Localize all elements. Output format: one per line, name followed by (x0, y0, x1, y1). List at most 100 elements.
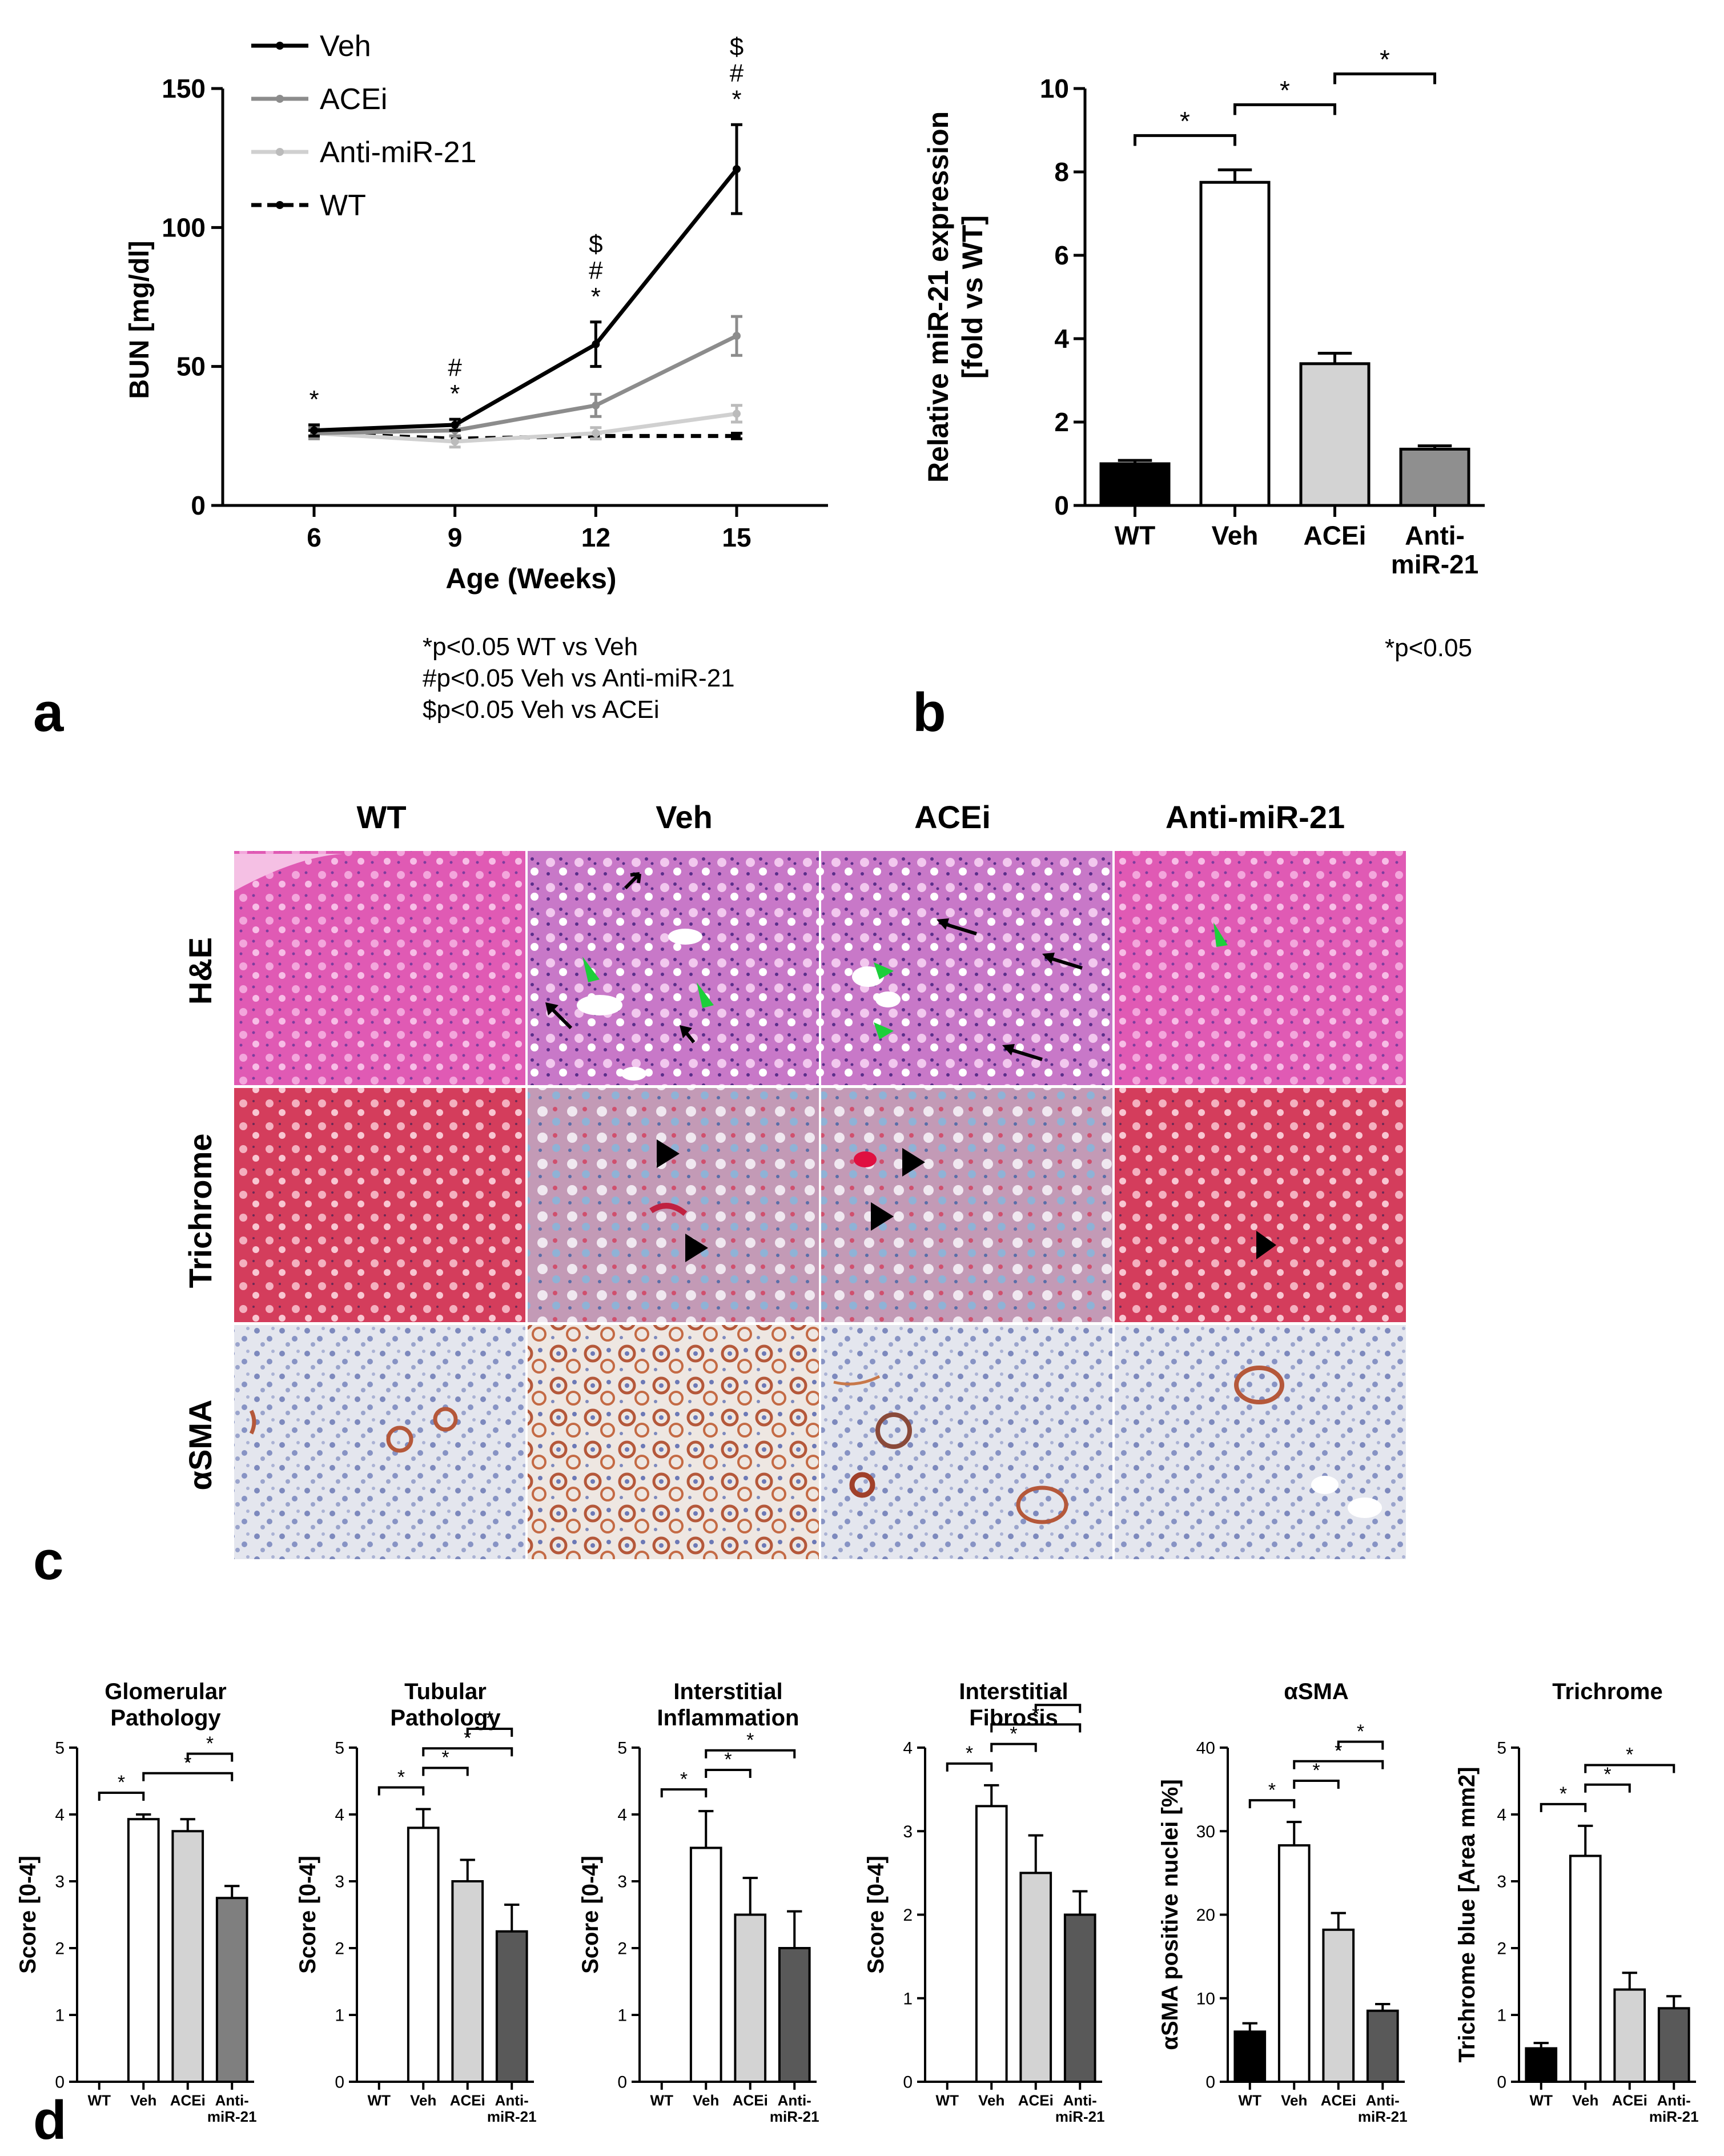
bar-acei (734, 1913, 767, 2083)
significance-star: * (397, 1766, 405, 1788)
histology-row-asma: αSMA (182, 1400, 218, 1491)
footnote-veh-vs-acei: $p<0.05 Veh vs ACEi (423, 696, 660, 724)
y-tick-label: 0 (1054, 491, 1069, 520)
bun-x-tick-label: 15 (722, 523, 751, 552)
category-label: Veh (693, 2091, 719, 2109)
significance-bracket (422, 1747, 513, 1757)
bar-wt (1525, 2047, 1558, 2083)
significance-star: * (1280, 75, 1290, 105)
panel-label-b: b (913, 682, 946, 743)
significance-bracket (660, 1788, 708, 1798)
legend-entry: ACEi (320, 83, 387, 116)
y-axis-label: Score [0-4] (295, 1856, 320, 1974)
legend-marker (276, 42, 284, 50)
significance-star: * (1604, 1764, 1611, 1785)
significance-star: * (464, 1727, 471, 1749)
micrograph-he-veh (528, 851, 819, 1085)
bar-acei (1299, 362, 1371, 507)
category-label: ACEi (170, 2091, 206, 2109)
category-label: miR-21 (770, 2108, 819, 2125)
micrograph-trichrome-wt (234, 1088, 525, 1322)
significance-star: * (680, 1768, 688, 1790)
y-axis-label: Score [0-4] (15, 1856, 41, 1974)
histology-column-veh: Veh (656, 799, 713, 835)
category-label: Anti- (1405, 520, 1465, 550)
significance-star: * (1312, 1760, 1320, 1781)
significance-star: * (966, 1743, 973, 1764)
histology-column-anti-mir-21: Anti-miR-21 (1166, 799, 1345, 835)
category-label: miR-21 (1055, 2108, 1105, 2125)
y-tick-label: 1 (903, 1989, 913, 2008)
y-tick-label: 2 (335, 1940, 344, 1958)
bun-significance-mark: * (591, 283, 601, 311)
significance-bracket (1034, 1704, 1082, 1713)
panel-a-footnotes: *p<0.05 WT vs Veh #p<0.05 Veh vs Anti-mi… (423, 631, 735, 725)
micrograph-asma-veh (528, 1325, 819, 1559)
micrograph-asma-wt (234, 1325, 525, 1559)
panel-label-c: c (33, 1530, 63, 1591)
bar-acei (451, 1880, 484, 2083)
bar-veh (127, 1818, 160, 2083)
significance-star: * (1268, 1779, 1276, 1801)
bun-point (310, 426, 318, 435)
y-tick-label: 0 (903, 2073, 913, 2092)
significance-star: * (118, 1772, 125, 1793)
bar-wt (1099, 462, 1171, 507)
bun-legend: Veh ACEi Anti-miR-21 WT (251, 30, 477, 222)
significance-star: * (184, 1752, 191, 1774)
y-tick-label: 0 (55, 2073, 65, 2092)
bun-line-anti-mir-21 (314, 411, 737, 444)
significance-bracket (1233, 103, 1336, 115)
category-label: Veh (130, 2091, 156, 2109)
panel-label-a: a (33, 682, 64, 743)
bun-y-tick-label: 0 (191, 491, 206, 520)
micrograph-he-anti-mir-21 (1115, 851, 1406, 1085)
micrograph-he-acei (821, 851, 1112, 1085)
y-tick-label: 1 (55, 2006, 65, 2025)
category-label: miR-21 (1649, 2108, 1699, 2125)
category-label: WT (936, 2091, 959, 2109)
bar-anti-mir-21 (495, 1930, 528, 2083)
bun-point (592, 401, 600, 409)
significance-bracket (377, 1786, 425, 1796)
y-tick-label: 3 (335, 1873, 344, 1892)
category-label: Anti- (1657, 2091, 1691, 2109)
y-tick-label: 2 (55, 1940, 65, 1958)
category-label: Veh (1281, 2091, 1307, 2109)
significance-bracket (1584, 1764, 1675, 1773)
y-tick-label: 4 (903, 1739, 913, 1758)
bun-x-axis-label: Age (Weeks) (445, 563, 616, 595)
significance-star: * (1560, 1783, 1567, 1805)
legend-entry: Veh (320, 30, 371, 63)
panel-c-histology-grid: WT Veh ACEi Anti-miR-21 H&E Trichrome αS… (182, 799, 1406, 1559)
bun-line-veh (314, 167, 738, 433)
histology-column-wt: WT (356, 799, 406, 835)
category-label: WT (1530, 2091, 1553, 2109)
bar-acei (1019, 1872, 1052, 2083)
bar-anti-mir-21 (778, 1947, 811, 2083)
bun-point (592, 429, 600, 437)
category-label: Veh (1212, 520, 1259, 550)
chart-title: Pathology (390, 1705, 501, 1731)
y-tick-label: 6 (1054, 240, 1069, 270)
category-label: Veh (1572, 2091, 1598, 2109)
bar-acei (1322, 1928, 1355, 2083)
chart-title: Inflammation (657, 1705, 799, 1731)
category-label: WT (1115, 520, 1156, 550)
micrograph-trichrome-anti-mir-21 (1115, 1088, 1406, 1322)
legend-marker (276, 95, 284, 103)
category-label: miR-21 (207, 2108, 257, 2125)
legend-entry: Anti-miR-21 (320, 136, 477, 169)
bun-point (733, 432, 741, 440)
chart-title: αSMA (1284, 1679, 1348, 1704)
y-tick-label: 5 (1497, 1739, 1506, 1758)
bun-line-acei (314, 334, 738, 435)
bar-veh (975, 1805, 1008, 2083)
category-label: miR-21 (487, 2108, 537, 2125)
significance-bracket (1540, 1802, 1587, 1812)
significance-star: * (1054, 1684, 1062, 1705)
histology-row-trichrome: Trichrome (182, 1134, 218, 1288)
y-tick-label: 1 (335, 2006, 344, 2025)
